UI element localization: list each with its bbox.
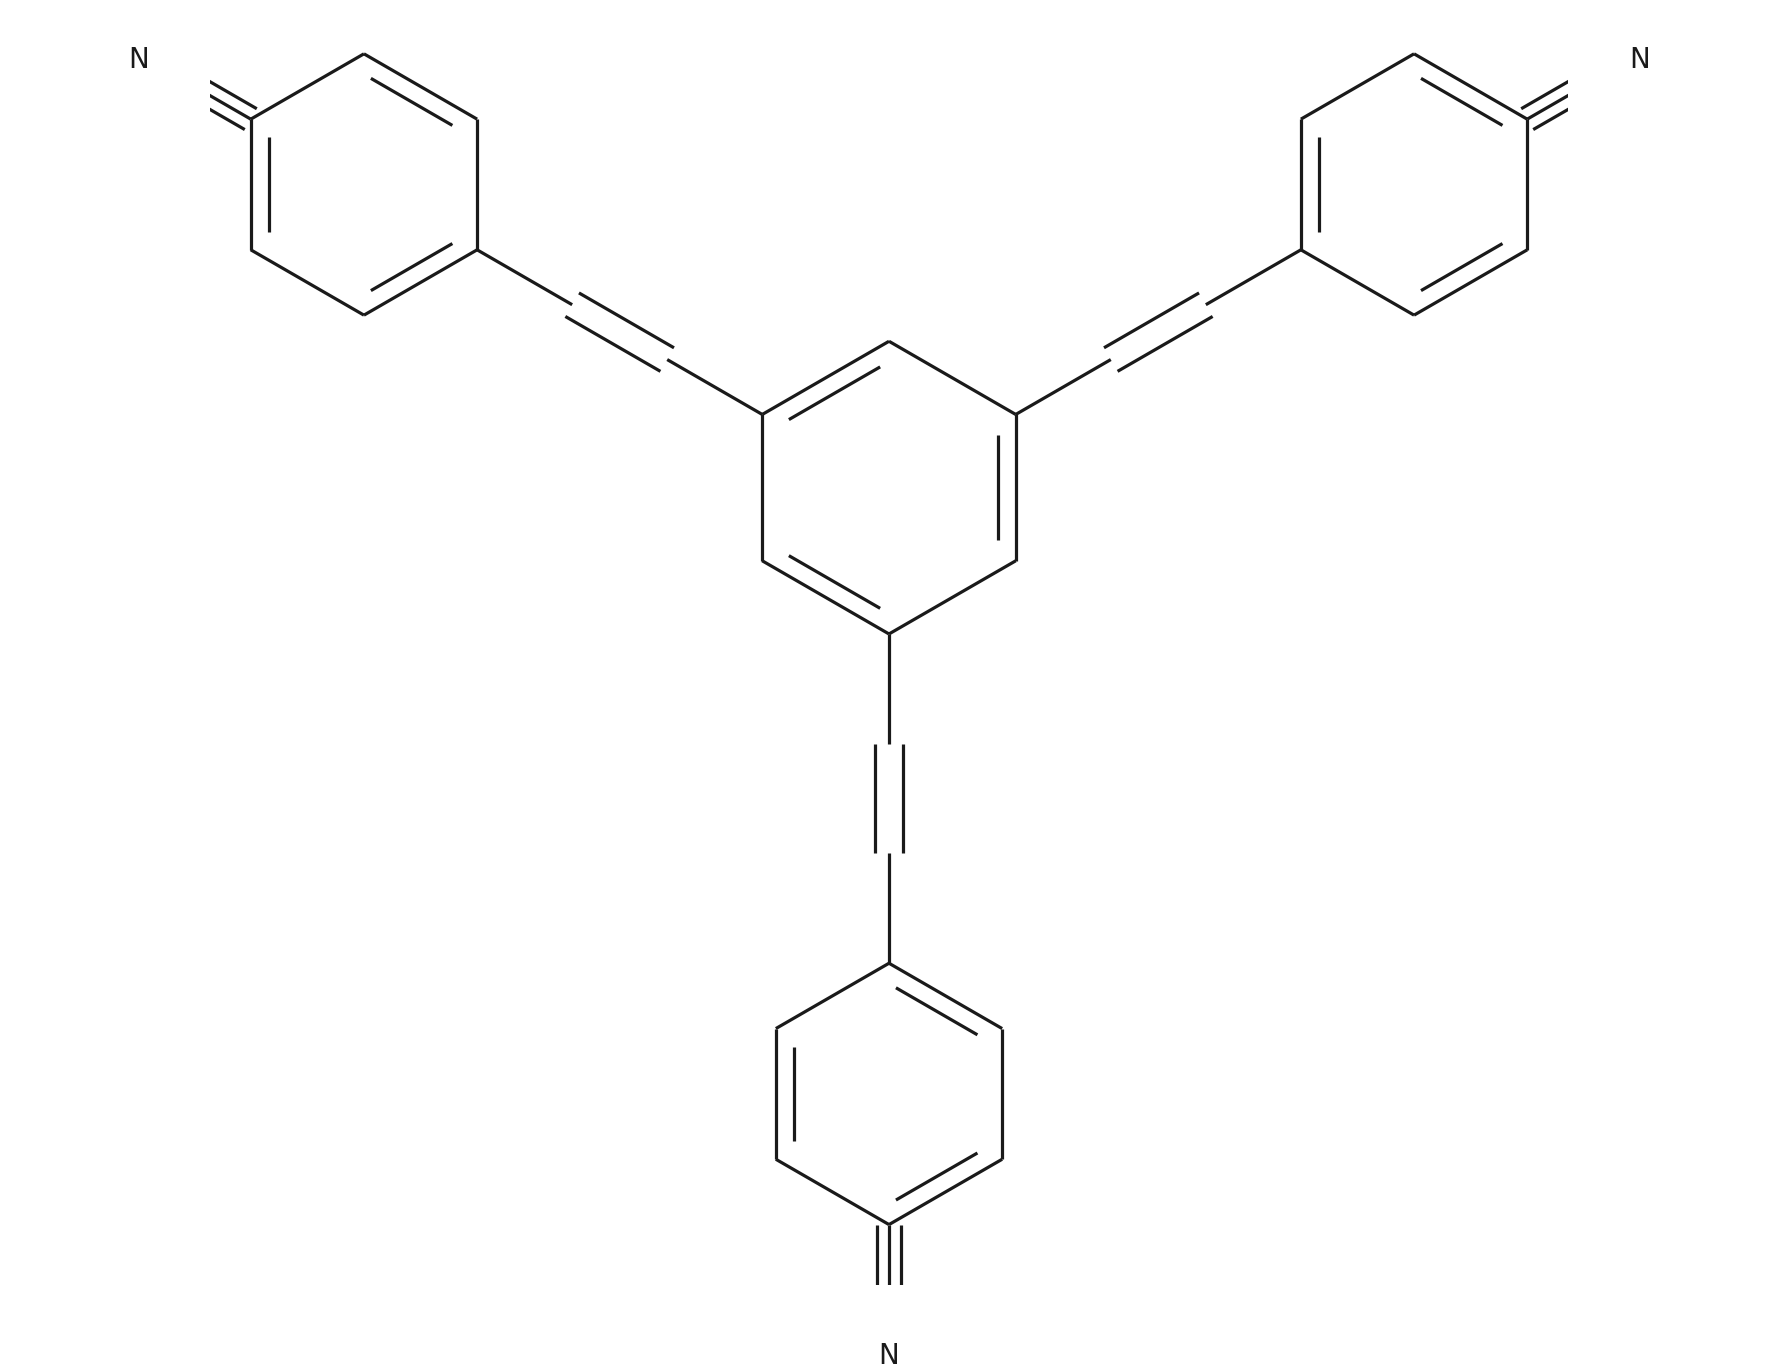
Text: N: N — [128, 46, 149, 75]
Text: N: N — [1629, 46, 1650, 75]
Text: N: N — [878, 1342, 900, 1364]
